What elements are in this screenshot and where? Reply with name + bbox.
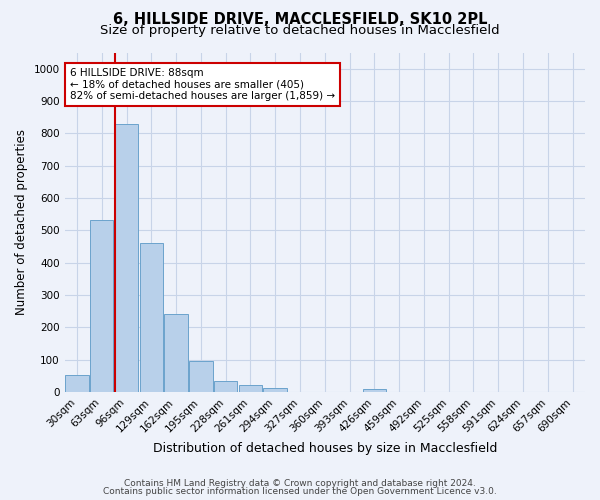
Text: Size of property relative to detached houses in Macclesfield: Size of property relative to detached ho…	[100, 24, 500, 37]
Bar	[189, 360, 212, 392]
Bar	[164, 314, 188, 392]
Bar	[140, 243, 163, 392]
Bar	[90, 220, 113, 392]
Text: 6, HILLSIDE DRIVE, MACCLESFIELD, SK10 2PL: 6, HILLSIDE DRIVE, MACCLESFIELD, SK10 2P…	[113, 12, 487, 28]
Bar	[362, 390, 386, 392]
Text: 6 HILLSIDE DRIVE: 88sqm
← 18% of detached houses are smaller (405)
82% of semi-d: 6 HILLSIDE DRIVE: 88sqm ← 18% of detache…	[70, 68, 335, 101]
Bar	[263, 388, 287, 392]
X-axis label: Distribution of detached houses by size in Macclesfield: Distribution of detached houses by size …	[152, 442, 497, 455]
Bar	[214, 380, 238, 392]
Bar	[65, 375, 89, 392]
Text: Contains public sector information licensed under the Open Government Licence v3: Contains public sector information licen…	[103, 487, 497, 496]
Text: Contains HM Land Registry data © Crown copyright and database right 2024.: Contains HM Land Registry data © Crown c…	[124, 478, 476, 488]
Bar	[239, 386, 262, 392]
Bar	[115, 124, 138, 392]
Y-axis label: Number of detached properties: Number of detached properties	[15, 129, 28, 315]
